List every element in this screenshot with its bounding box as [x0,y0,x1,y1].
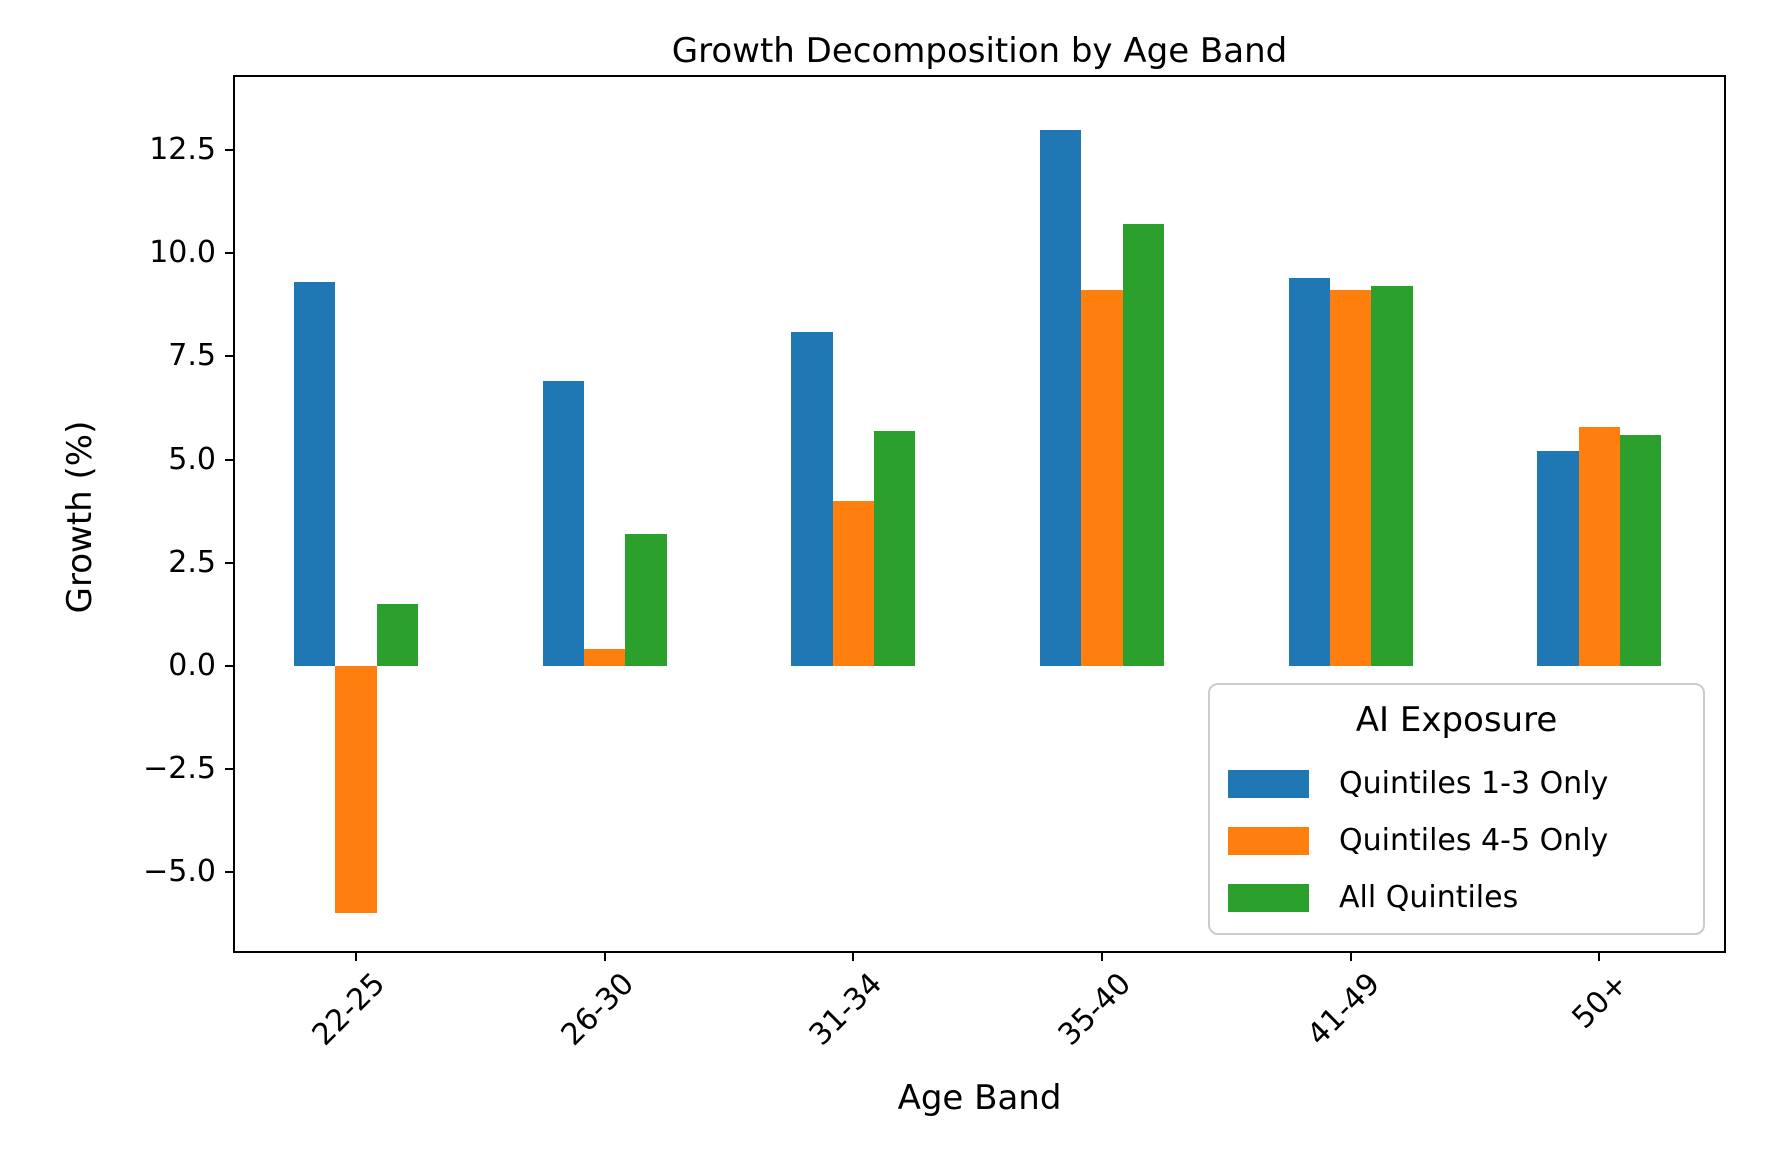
plot-area [233,75,1726,953]
y-tick-label-2-5: 2.5 [168,544,216,580]
x-tick-label-35-40: 35-40 [1051,966,1139,1053]
bar-all-quintiles-31-34 [874,430,916,666]
bar-quintiles-1-3-only-50 [1537,451,1579,666]
y-tick-label-12-5: 12.5 [149,132,216,168]
legend-label-all-quintiles: All Quintiles [1339,880,1519,915]
chart-title: Growth Decomposition by Age Band [671,31,1288,71]
bar-quintiles-4-5-only-31-34 [832,500,874,666]
bar-all-quintiles-22-25 [376,603,419,666]
x-tick-label-31-34: 31-34 [802,966,890,1053]
y-tick-mark-12-5 [225,149,233,152]
y-tick-label-5-0: −5.0 [143,854,216,890]
y-tick-mark-5-0 [225,458,233,461]
bar-quintiles-4-5-only-22-25 [335,665,377,914]
x-tick-label-26-30: 26-30 [554,966,641,1053]
x-tick-mark-26-30 [603,953,606,961]
legend-rows: Quintiles 1-3 Only Quintiles 4-5 Only Al… [1210,755,1703,926]
bar-quintiles-1-3-only-35-40 [1039,129,1082,666]
bar-all-quintiles-35-40 [1122,224,1165,666]
x-tick-label-22-25: 22-25 [305,966,393,1053]
y-tick-label-7-5: 7.5 [168,338,216,374]
legend-title: AI Exposure [1355,700,1558,740]
x-tick-mark-50 [1598,953,1601,961]
x-tick-mark-31-34 [852,953,855,961]
y-tick-label-0-0: 0.0 [168,647,216,683]
bar-all-quintiles-26-30 [625,533,667,666]
bar-quintiles-1-3-only-41-49 [1288,278,1330,666]
y-tick-label-10-0: 10.0 [149,235,216,271]
bar-quintiles-4-5-only-26-30 [584,649,626,666]
legend-label-quintiles-1-3-only: Quintiles 1-3 Only [1339,766,1609,801]
x-tick-label-50: 50+ [1565,966,1636,1036]
y-tick-mark-2-5 [225,767,233,770]
legend-swatch-quintiles-4-5-only [1228,826,1309,855]
bar-quintiles-1-3-only-31-34 [791,331,833,666]
bar-quintiles-4-5-only-41-49 [1329,290,1372,666]
bar-quintiles-1-3-only-22-25 [293,282,336,666]
bar-quintiles-1-3-only-26-30 [542,381,584,666]
x-axis-label: Age Band [897,1078,1062,1118]
x-tick-mark-41-49 [1349,953,1352,961]
bar-quintiles-4-5-only-35-40 [1081,290,1123,666]
legend: AI Exposure Quintiles 1-3 Only Quintiles… [1208,683,1705,935]
y-tick-mark-7-5 [225,355,233,358]
legend-row-quintiles-4-5-only: Quintiles 4-5 Only [1210,812,1703,869]
legend-row-all-quintiles: All Quintiles [1210,869,1703,926]
y-tick-mark-0-0 [225,664,233,667]
x-tick-mark-35-40 [1100,953,1103,961]
y-tick-mark-2-5 [225,561,233,564]
legend-swatch-all-quintiles [1228,883,1309,912]
y-tick-label-5-0: 5.0 [168,441,216,477]
bar-quintiles-4-5-only-50 [1578,426,1620,666]
x-tick-label-41-49: 41-49 [1300,966,1387,1053]
y-tick-mark-10-0 [225,252,233,255]
bar-all-quintiles-50 [1620,434,1662,666]
legend-row-quintiles-1-3-only: Quintiles 1-3 Only [1210,755,1703,812]
legend-swatch-quintiles-1-3-only [1228,769,1309,798]
y-tick-label-2-5: −2.5 [143,750,216,786]
bar-all-quintiles-41-49 [1371,286,1413,666]
y-tick-mark-5-0 [225,871,233,874]
legend-label-quintiles-4-5-only: Quintiles 4-5 Only [1339,823,1609,858]
x-tick-mark-22-25 [355,953,357,961]
